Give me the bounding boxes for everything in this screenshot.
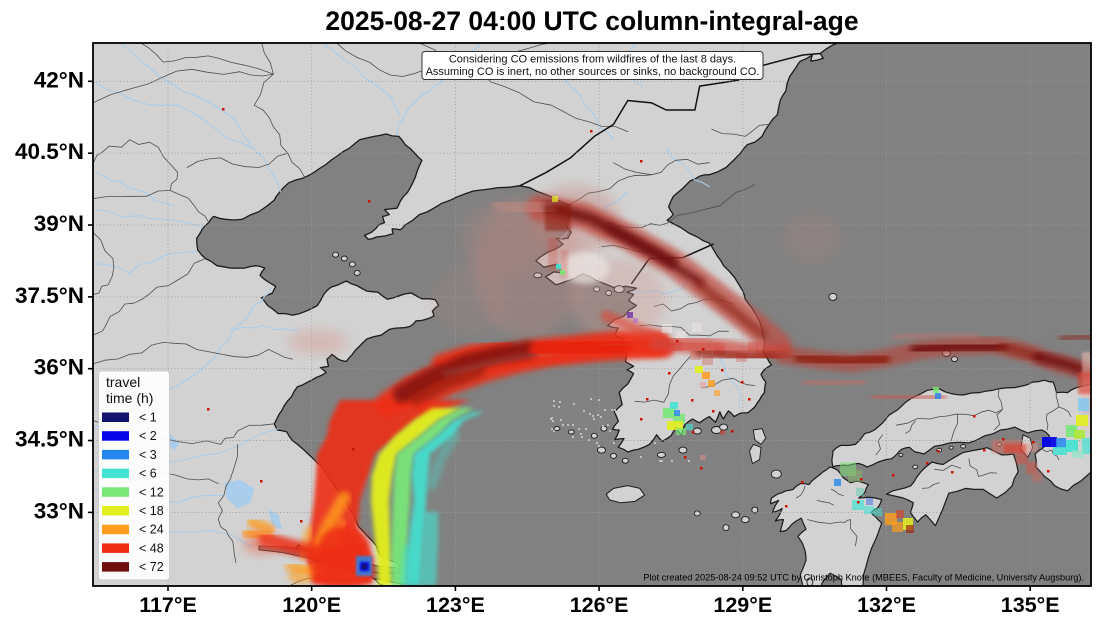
svg-text:time (h): time (h) bbox=[106, 390, 153, 406]
svg-text:36°N: 36°N bbox=[34, 355, 84, 380]
svg-text:135°E: 135°E bbox=[1001, 593, 1060, 617]
svg-text:37.5°N: 37.5°N bbox=[15, 283, 84, 308]
svg-text:132°E: 132°E bbox=[857, 593, 916, 617]
svg-text:2025-08-27 04:00 UTC column-in: 2025-08-27 04:00 UTC column-integral-age bbox=[325, 6, 858, 36]
svg-text:travel: travel bbox=[106, 374, 140, 390]
svg-text:33°N: 33°N bbox=[34, 498, 84, 523]
svg-text:129°E: 129°E bbox=[713, 593, 772, 617]
svg-text:Plot created 2025-08-24 09:52: Plot created 2025-08-24 09:52 UTC by Chr… bbox=[643, 573, 1084, 583]
svg-text:< 18: < 18 bbox=[139, 504, 164, 518]
svg-text:< 6: < 6 bbox=[139, 467, 157, 481]
svg-text:< 3: < 3 bbox=[139, 448, 157, 462]
svg-text:< 24: < 24 bbox=[139, 523, 164, 537]
svg-text:39°N: 39°N bbox=[34, 211, 84, 236]
svg-text:< 1: < 1 bbox=[139, 411, 157, 425]
svg-text:Assuming CO is inert, no other: Assuming CO is inert, no other sources o… bbox=[426, 66, 760, 78]
svg-text:< 72: < 72 bbox=[139, 560, 164, 574]
svg-text:< 2: < 2 bbox=[139, 429, 157, 443]
svg-text:42°N: 42°N bbox=[34, 67, 84, 92]
svg-text:Considering CO emissions from: Considering CO emissions from wildfires … bbox=[449, 54, 736, 66]
svg-text:123°E: 123°E bbox=[426, 593, 485, 617]
svg-text:40.5°N: 40.5°N bbox=[15, 139, 84, 164]
svg-text:34.5°N: 34.5°N bbox=[15, 427, 84, 452]
svg-text:< 12: < 12 bbox=[139, 485, 164, 499]
svg-text:126°E: 126°E bbox=[570, 593, 629, 617]
svg-text:120°E: 120°E bbox=[282, 593, 341, 617]
svg-text:117°E: 117°E bbox=[139, 593, 197, 617]
svg-text:< 48: < 48 bbox=[139, 541, 164, 555]
